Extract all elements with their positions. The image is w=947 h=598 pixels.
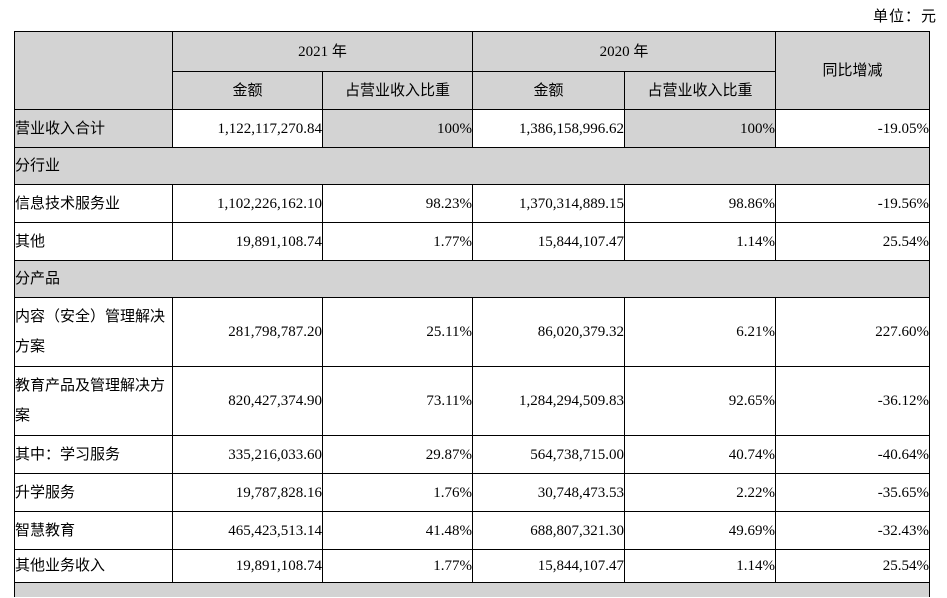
percent-2020-cell: 98.86% <box>624 184 777 223</box>
row-label-cell: 其他 <box>14 222 173 261</box>
section-row-by-industry: 分行业 <box>13 147 931 185</box>
yoy-cell: 227.60% <box>775 297 931 367</box>
row-label-cell: 智慧教育 <box>14 511 173 550</box>
row-content-security-solutions: 内容（安全）管理解决方案 281,798,787.20 25.11% 86,02… <box>14 297 931 367</box>
percent-2020-cell: 92.65% <box>624 366 777 436</box>
row-label-cell: 营业收入合计 <box>14 109 173 148</box>
header-2020-group: 2020 年 <box>472 31 777 72</box>
header-amount-2020: 金额 <box>472 71 626 110</box>
section-label: 分行业 <box>13 147 931 185</box>
yoy-cell: -35.65% <box>775 473 931 512</box>
yoy-cell: -19.05% <box>775 109 931 148</box>
amount-2021-cell: 19,891,108.74 <box>172 549 323 583</box>
amount-2021-cell: 1,102,226,162.10 <box>172 184 323 223</box>
amount-2020-cell: 30,748,473.53 <box>472 473 626 512</box>
yoy-cell: 25.54% <box>775 222 931 261</box>
amount-2020-cell: 15,844,107.47 <box>472 222 626 261</box>
amount-2020-cell: 1,284,294,509.83 <box>472 366 626 436</box>
percent-2021-cell: 1.77% <box>321 222 474 261</box>
row-other-industry: 其他 19,891,108.74 1.77% 15,844,107.47 1.1… <box>14 222 931 261</box>
percent-2021-cell: 25.11% <box>321 297 474 367</box>
row-label-cell: 信息技术服务业 <box>14 184 173 223</box>
yoy-cell: -19.56% <box>775 184 931 223</box>
row-label-cell: 其中：学习服务 <box>14 435 173 474</box>
row-smart-education: 智慧教育 465,423,513.14 41.48% 688,807,321.3… <box>14 511 931 550</box>
percent-2021-cell: 1.76% <box>321 473 474 512</box>
amount-2021-cell: 281,798,787.20 <box>172 297 323 367</box>
percent-2021-cell: 29.87% <box>321 435 474 474</box>
amount-2020-cell: 86,020,379.32 <box>472 297 626 367</box>
yoy-cell: -40.64% <box>775 435 931 474</box>
amount-2020-cell: 15,844,107.47 <box>472 549 626 583</box>
header-2021-group: 2021 年 <box>171 31 474 72</box>
percent-2020-cell: 49.69% <box>624 511 777 550</box>
yoy-cell: 25.54% <box>775 549 931 583</box>
unit-label: 单位：元 <box>872 9 937 25</box>
amount-2020-cell: 1,386,158,996.62 <box>472 109 626 148</box>
yoy-cell: -36.12% <box>775 366 931 436</box>
percent-2020-cell: 1.14% <box>624 222 777 261</box>
amount-2021-cell: 820,427,374.90 <box>172 366 323 436</box>
amount-2021-cell: 19,891,108.74 <box>172 222 323 261</box>
header-amount-2021: 金额 <box>172 71 323 110</box>
yoy-cell: -32.43% <box>775 511 931 550</box>
percent-2021-cell: 41.48% <box>321 511 474 550</box>
section-label: 分产品 <box>13 260 931 298</box>
percent-2020-cell: 40.74% <box>624 435 777 474</box>
amount-2021-cell: 1,122,117,270.84 <box>172 109 323 148</box>
amount-2020-cell: 688,807,321.30 <box>472 511 626 550</box>
amount-2021-cell: 465,423,513.14 <box>172 511 323 550</box>
row-other-business-income: 其他业务收入 19,891,108.74 1.77% 15,844,107.47… <box>14 549 931 583</box>
section-row-by-product: 分产品 <box>13 260 931 298</box>
row-total-revenue: 营业收入合计 1,122,117,270.84 100% 1,386,158,9… <box>14 109 931 148</box>
row-label-cell: 内容（安全）管理解决方案 <box>14 297 173 367</box>
row-next-section-partial <box>13 582 931 597</box>
header-subcolumn-row: 金额 占营业收入比重 金额 占营业收入比重 <box>15 71 930 110</box>
header-empty-cell <box>14 31 173 110</box>
percent-2021-cell: 100% <box>321 109 474 148</box>
row-learning-services: 其中：学习服务 335,216,033.60 29.87% 564,738,71… <box>14 435 931 474</box>
section-label-partial <box>13 582 931 597</box>
header-year-row: 2021 年 2020 年 同比增减 <box>14 31 931 110</box>
header-share-2020: 占营业收入比重 <box>624 71 777 110</box>
amount-2021-cell: 335,216,033.60 <box>172 435 323 474</box>
header-yoy-cell: 同比增减 <box>775 31 931 110</box>
row-label-cell: 其他业务收入 <box>14 549 173 583</box>
row-label-cell: 升学服务 <box>14 473 173 512</box>
row-advancement-services: 升学服务 19,787,828.16 1.76% 30,748,473.53 2… <box>14 473 931 512</box>
percent-2020-cell: 100% <box>624 109 777 148</box>
row-education-products-solutions: 教育产品及管理解决方案 820,427,374.90 73.11% 1,284,… <box>14 366 931 436</box>
percent-2020-cell: 6.21% <box>624 297 777 367</box>
percent-2021-cell: 1.77% <box>321 549 474 583</box>
amount-2020-cell: 564,738,715.00 <box>472 435 626 474</box>
percent-2021-cell: 98.23% <box>321 184 474 223</box>
revenue-breakdown-table: 2021 年 2020 年 同比增减 金额 占营业收入比重 金额 占营业收入比重… <box>13 31 931 597</box>
header-share-2021: 占营业收入比重 <box>321 71 474 110</box>
percent-2021-cell: 73.11% <box>321 366 474 436</box>
row-label-cell: 教育产品及管理解决方案 <box>14 366 173 436</box>
percent-2020-cell: 2.22% <box>624 473 777 512</box>
amount-2020-cell: 1,370,314,889.15 <box>472 184 626 223</box>
row-it-services: 信息技术服务业 1,102,226,162.10 98.23% 1,370,31… <box>14 184 931 223</box>
amount-2021-cell: 19,787,828.16 <box>172 473 323 512</box>
percent-2020-cell: 1.14% <box>624 549 777 583</box>
